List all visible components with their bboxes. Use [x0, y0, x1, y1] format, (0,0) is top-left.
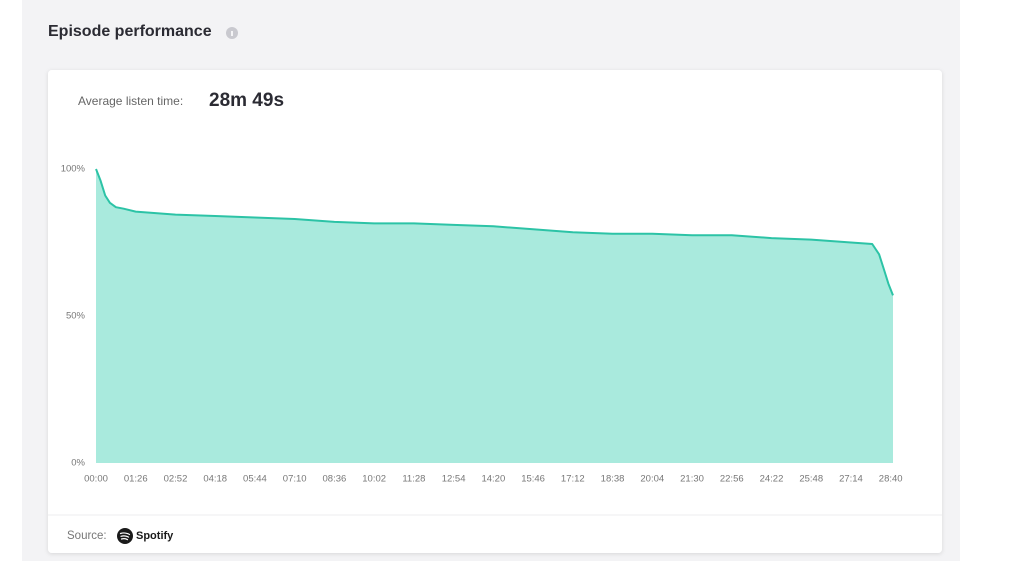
x-tick-label: 08:36: [323, 474, 347, 485]
y-tick-label: 100%: [61, 164, 86, 175]
y-tick-label: 0%: [71, 458, 85, 469]
spotify-logo-waves: [119, 532, 131, 541]
x-tick-label: 22:56: [720, 474, 744, 485]
x-tick-label: 28:40: [879, 474, 903, 485]
x-tick-label: 17:12: [561, 474, 585, 485]
x-tick-label: 02:52: [164, 474, 188, 485]
area: [96, 169, 893, 463]
x-tick-label: 25:48: [799, 474, 823, 485]
x-tick-label: 15:46: [521, 474, 545, 485]
summary-value: 28m 49s: [209, 90, 284, 111]
x-tick-label: 18:38: [601, 474, 625, 485]
x-tick-label: 12:54: [442, 474, 466, 485]
x-tick-label: 10:02: [362, 474, 386, 485]
source-name: Spotify: [136, 530, 174, 542]
source-label: Source:: [67, 530, 107, 542]
x-tick-label: 07:10: [283, 474, 307, 485]
section-title: Episode performance: [48, 23, 212, 40]
plot: 0% 50% 100% 00:00 01:26 02:52 04:18 05:44 07:10 0…: [61, 164, 903, 485]
info-icon-glyph: [231, 31, 233, 36]
x-tick-label: 24:22: [760, 474, 784, 485]
x-tick-label: 05:44: [243, 474, 267, 485]
x-tick-label: 20:04: [640, 474, 664, 485]
y-tick-label: 50%: [66, 311, 86, 322]
line: [95, 168, 894, 296]
x-tick-label: 11:28: [402, 474, 425, 485]
x-tick-label: 21:30: [680, 474, 704, 485]
x-tick-label: 04:18: [203, 474, 227, 485]
x-tick-label: 01:26: [124, 474, 148, 485]
x-tick-label: 14:20: [481, 474, 505, 485]
summary-label: Average listen time:: [78, 94, 183, 108]
x-tick-label: 00:00: [84, 474, 108, 485]
x-tick-label: 27:14: [839, 474, 863, 485]
